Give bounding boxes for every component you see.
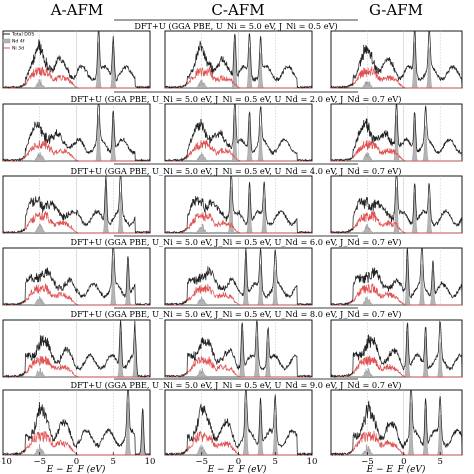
x-tick-label: −5 xyxy=(361,457,374,467)
row-title-text-1: DFT+U (GGA PBE, U_Ni = 5.0 eV, J_Ni = 0.… xyxy=(71,94,402,104)
xlabel-2: E − E_F (eV) xyxy=(366,464,426,474)
total-dos-line xyxy=(164,33,313,89)
nd4f-area xyxy=(3,258,150,306)
ni3d-line xyxy=(331,140,462,162)
col-title-g-afm: G-AFM xyxy=(369,1,423,19)
col-title-c-afm: C-AFM xyxy=(211,1,264,19)
panel-2-3 xyxy=(330,247,463,306)
total-dos-line xyxy=(164,247,313,306)
row-title-text-5: DFT+U (GGA PBE, U_Ni = 5.0 eV, J_Ni = 0.… xyxy=(71,380,402,390)
panel-frame xyxy=(330,319,463,378)
row-title-text-4: DFT+U (GGA PBE, U_Ni = 5.0 eV, J_Ni = 0.… xyxy=(71,309,402,319)
panel-2-1 xyxy=(330,103,463,162)
x-tick-label: 0 xyxy=(401,457,406,467)
panel-0-1 xyxy=(2,103,151,163)
ni3d-line xyxy=(3,66,150,89)
ni3d-line xyxy=(3,283,150,306)
xlabel-0: E − E_F (eV) xyxy=(46,464,106,474)
row-title-4: DFT+U (GGA PBE, U_Ni = 5.0 eV, J_Ni = 0.… xyxy=(71,307,402,319)
x-tick-label: 0 xyxy=(236,457,241,467)
ni3d-line xyxy=(165,283,312,306)
panel-1-2 xyxy=(164,175,313,234)
legend-swatch-nd4f xyxy=(2,38,11,44)
xlabel-1: E − E_F (eV) xyxy=(207,464,267,474)
total-dos-line xyxy=(2,389,151,457)
legend-total: Total DOS xyxy=(11,32,34,38)
ni3d-line xyxy=(165,211,312,234)
panel-0-5 xyxy=(2,389,151,457)
legend-nd4f: Nd 4f xyxy=(12,39,25,45)
row-title-3: DFT+U (GGA PBE, U_Ni = 5.0 eV, J_Ni = 0.… xyxy=(71,235,402,247)
total-dos-line xyxy=(164,389,313,457)
total-dos-line xyxy=(164,320,313,378)
panel-0-2 xyxy=(2,175,151,235)
ni3d-line xyxy=(331,210,462,234)
panel-0-3 xyxy=(2,247,151,306)
x-tick-label: 10 xyxy=(145,457,156,467)
row-title-2: DFT+U (GGA PBE, U_Ni = 5.0 eV, J_Ni = 0.… xyxy=(71,163,402,176)
row-title-1: DFT+U (GGA PBE, U_Ni = 5.0 eV, J_Ni = 0.… xyxy=(71,91,402,104)
ni3d-line xyxy=(3,138,150,162)
row-title-0: DFT+U (GGA PBE, U_Ni = 5.0 eV, J_Ni = 0.… xyxy=(114,19,358,31)
total-dos-line xyxy=(164,175,313,234)
total-dos-line xyxy=(2,103,151,163)
panel-1-1 xyxy=(164,103,313,162)
panel-2-0 xyxy=(330,30,463,89)
total-dos-line xyxy=(330,103,463,162)
x-tick-label: 5 xyxy=(273,457,278,467)
x-tick-label: −5 xyxy=(33,457,46,467)
legend-ni3d: Ni 3d xyxy=(12,46,24,52)
legend: Total DOS Nd 4f Ni 3d xyxy=(2,32,34,52)
panel-2-2 xyxy=(330,175,463,235)
x-tick-label: 5 xyxy=(111,457,116,467)
panel-2-4 xyxy=(330,319,463,379)
total-dos-line xyxy=(2,175,151,235)
ni3d-line xyxy=(165,356,312,378)
dos-panels xyxy=(2,30,463,457)
x-tick-label: −5 xyxy=(195,457,208,467)
ni3d-line xyxy=(165,139,312,162)
x-tick-label: −10 xyxy=(0,457,12,467)
ni3d-line xyxy=(3,211,150,234)
total-dos-line xyxy=(2,320,151,379)
x-tick-label: 0 xyxy=(74,457,79,467)
row-title-5: DFT+U (GGA PBE, U_Ni = 5.0 eV, J_Ni = 0.… xyxy=(71,378,402,390)
panel-2-5 xyxy=(330,389,463,457)
total-dos-line xyxy=(330,320,463,379)
total-dos-line xyxy=(2,30,151,90)
panel-1-0 xyxy=(164,30,313,89)
col-title-a-afm: A-AFM xyxy=(50,1,104,19)
x-tick-label: 5 xyxy=(437,457,442,467)
x-axis-ticks: −10 −5 0 5 10 −5 0 5 10 −5 0 5 xyxy=(0,452,443,467)
panel-1-3 xyxy=(164,247,313,306)
row-title-text-2: DFT+U (GGA PBE, U_Ni = 5.0 eV, J_Ni = 0.… xyxy=(71,166,402,176)
row-title-text-0: DFT+U (GGA PBE, U_Ni = 5.0 eV, J_Ni = 0.… xyxy=(134,21,337,31)
panel-0-0 xyxy=(2,30,151,90)
total-dos-line xyxy=(330,175,463,235)
panel-0-4 xyxy=(2,319,151,379)
total-dos-line xyxy=(164,103,313,162)
panel-1-4 xyxy=(164,319,313,378)
total-dos-line xyxy=(330,389,463,457)
total-dos-line xyxy=(2,247,151,306)
nd4f-area xyxy=(331,402,462,456)
row-title-text-3: DFT+U (GGA PBE, U_Ni = 5.0 eV, J_Ni = 0.… xyxy=(71,237,402,247)
nd4f-area xyxy=(331,330,462,378)
ni3d-line xyxy=(165,66,312,89)
total-dos-line xyxy=(330,30,463,89)
ni3d-line xyxy=(331,283,462,306)
ni3d-line xyxy=(3,355,150,378)
panel-1-5 xyxy=(164,389,313,457)
total-dos-line xyxy=(330,247,463,306)
x-tick-label: 10 xyxy=(307,457,318,467)
